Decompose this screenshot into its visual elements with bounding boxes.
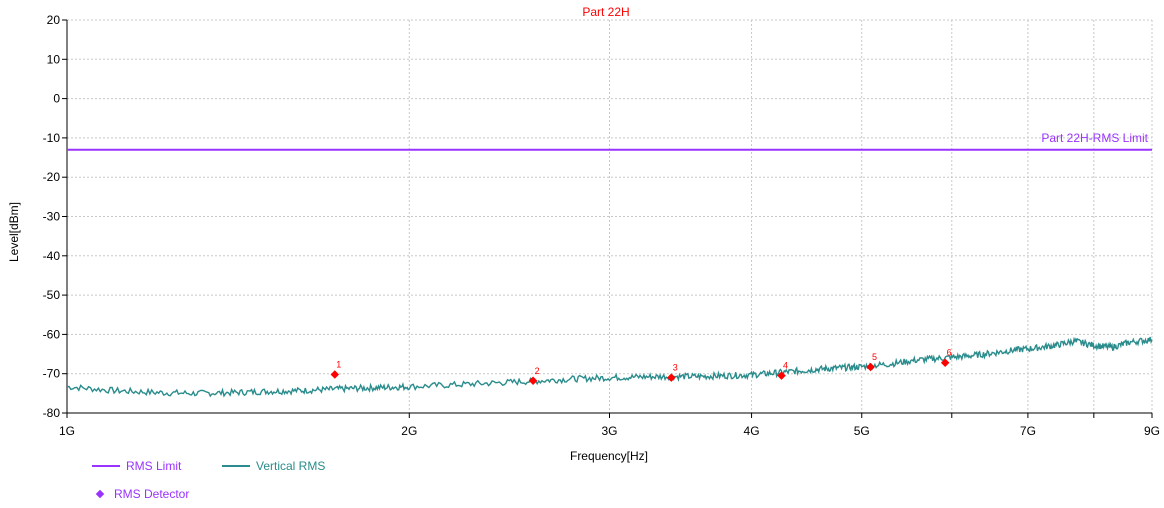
detector-marker-label: 6 (947, 348, 952, 358)
y-tick-label: -50 (43, 288, 61, 302)
detector-marker (866, 362, 875, 372)
detector-marker (528, 376, 538, 386)
y-tick-label: -10 (43, 131, 61, 145)
legend-limit-label: RMS Limit (126, 459, 182, 473)
legend-trace-swatch (222, 465, 250, 467)
y-tick-label: -30 (43, 210, 61, 224)
y-tick-label: -80 (43, 406, 61, 420)
detector-marker (330, 370, 340, 379)
legend-item-limit: RMS Limit (92, 459, 181, 473)
legend-trace-label: Vertical RMS (256, 459, 326, 473)
detector-marker-label: 2 (535, 366, 540, 376)
detector-marker-label: 1 (336, 359, 341, 369)
x-tick-label: 9G (1144, 424, 1160, 438)
legend-item-detector: RMS Detector (93, 487, 189, 501)
y-axis-label: Level[dBm] (7, 202, 21, 262)
legend-limit-swatch (92, 465, 120, 467)
series-group (66, 336, 1153, 398)
grid (67, 19, 1153, 413)
chart-title: Part 22H (582, 5, 629, 19)
y-tick-label: -70 (43, 367, 61, 381)
y-tick-labels: 20 10 0 -10 -20 -30 -40 -50 -60 -70 -80 (43, 13, 61, 420)
detector-marker-label: 5 (872, 352, 877, 362)
x-tick-label: 3G (601, 424, 617, 438)
x-tick-labels: 1G 2G 3G 4G 5G 7G 9G (59, 424, 1160, 438)
detector-marker-label: 3 (673, 363, 678, 373)
x-tick-label: 7G (1020, 424, 1036, 438)
x-axis-label: Frequency[Hz] (570, 449, 648, 463)
x-tick-label: 4G (744, 424, 760, 438)
x-tick-label: 5G (854, 424, 870, 438)
x-tick-label: 1G (59, 424, 75, 438)
y-tick-label: 0 (53, 92, 60, 106)
limit-line-label: Part 22H-RMS Limit (1041, 131, 1148, 145)
y-tick-label: -60 (43, 327, 61, 341)
detector-marker (777, 371, 786, 380)
legend-item-trace: Vertical RMS (222, 459, 325, 473)
axes (62, 19, 1153, 418)
detector-marker (667, 373, 676, 382)
legend-detector-label: RMS Detector (114, 487, 190, 501)
y-tick-label: -40 (43, 249, 61, 263)
y-tick-label: 10 (47, 52, 61, 66)
detector-marker (940, 358, 950, 367)
detector-marker-label: 4 (783, 361, 788, 371)
y-tick-label: 20 (47, 13, 61, 27)
y-tick-label: -20 (43, 170, 61, 184)
legend-detector-swatch (95, 489, 105, 499)
marker-group: 1 2 3 4 5 6 (330, 348, 952, 386)
series-line-vertical-rms (66, 336, 1153, 398)
x-tick-label: 2G (401, 424, 417, 438)
